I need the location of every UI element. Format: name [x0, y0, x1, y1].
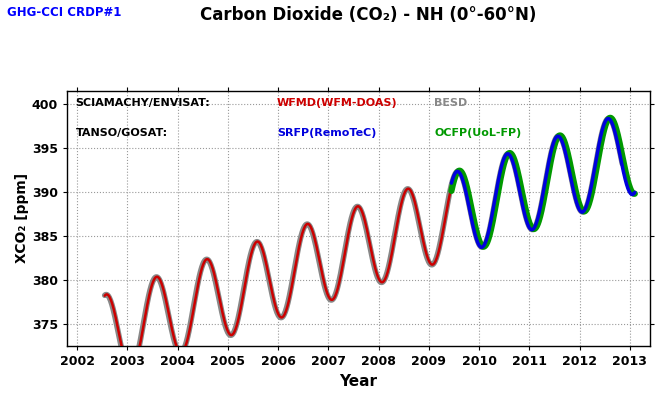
Y-axis label: XCO₂ [ppm]: XCO₂ [ppm] — [15, 173, 29, 263]
Text: Carbon Dioxide (CO₂) - NH (0°-60°N): Carbon Dioxide (CO₂) - NH (0°-60°N) — [200, 6, 537, 24]
X-axis label: Year: Year — [340, 374, 377, 389]
Text: BESD: BESD — [434, 98, 468, 108]
Text: WFMD(WFM-DOAS): WFMD(WFM-DOAS) — [277, 98, 397, 108]
Text: OCFP(UoL-FP): OCFP(UoL-FP) — [434, 128, 521, 138]
Text: SRFP(RemoTeC): SRFP(RemoTeC) — [277, 128, 377, 138]
Text: SCIAMACHY/ENVISAT:: SCIAMACHY/ENVISAT: — [76, 98, 210, 108]
Text: TANSO/GOSAT:: TANSO/GOSAT: — [76, 128, 168, 138]
Text: GHG-CCI CRDP#1: GHG-CCI CRDP#1 — [7, 6, 121, 19]
